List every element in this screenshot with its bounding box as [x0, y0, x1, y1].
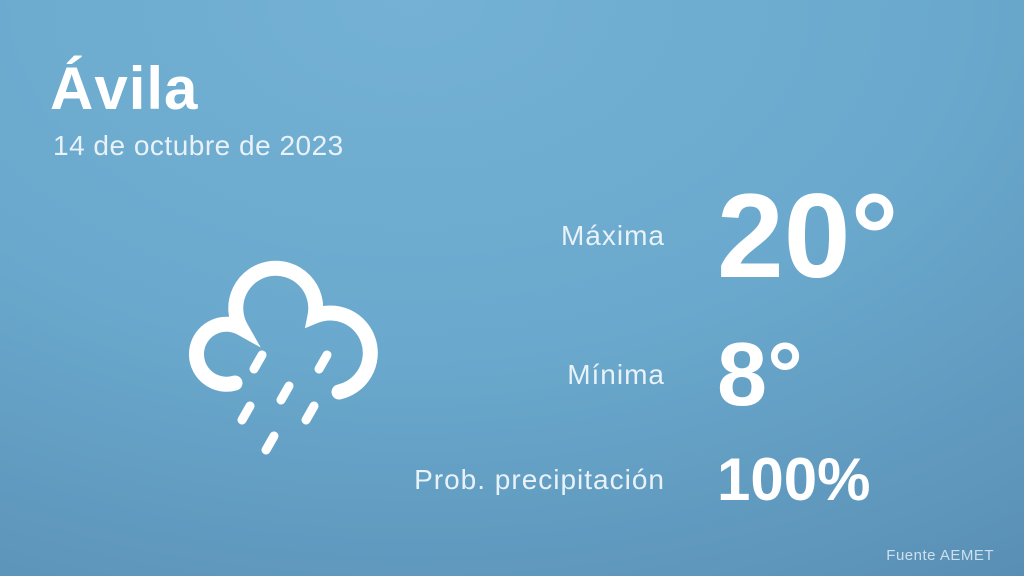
precipitation-label: Prob. precipitación: [414, 464, 665, 495]
min-temp-label: Mínima: [567, 359, 665, 390]
precipitation-value: 100%: [717, 446, 871, 513]
metric-row-max: Máxima 20°: [350, 170, 898, 302]
min-temp-value: 8°: [717, 325, 804, 425]
max-temp-value: 20°: [717, 169, 899, 303]
city-title: Ávila: [50, 55, 199, 122]
metric-row-precipitation: Prob. precipitación 100%: [350, 440, 870, 520]
max-temp-label: Máxima: [560, 220, 665, 251]
forecast-date: 14 de octubre de 2023: [53, 130, 344, 161]
metric-row-min: Mínima 8°: [350, 325, 803, 425]
data-source-credit: Fuente AEMET: [886, 547, 994, 564]
rain-cloud-icon: [176, 250, 381, 462]
